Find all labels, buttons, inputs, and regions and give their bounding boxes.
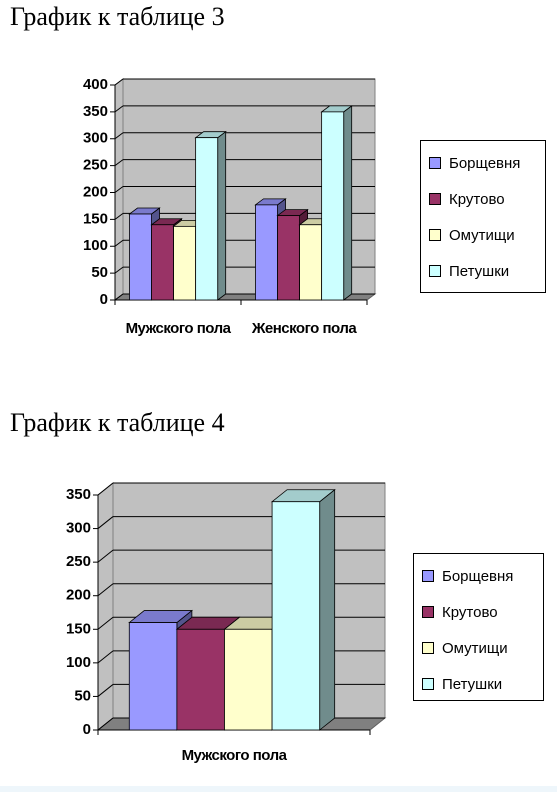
- y-tick-label: 50: [91, 264, 108, 281]
- grid-line: [114, 78, 124, 86]
- legend-label: Омутищи: [442, 639, 508, 657]
- grid-line: [114, 186, 124, 193]
- y-tick-label: 350: [66, 486, 91, 503]
- legend-entry: Омутищи: [422, 630, 535, 666]
- y-tick-label: 0: [83, 721, 91, 738]
- legend-swatch: [429, 193, 441, 205]
- grid-line: [114, 159, 124, 167]
- y-tick-label: 50: [74, 687, 91, 704]
- legend-swatch: [422, 606, 434, 618]
- legend-label: Омутищи: [449, 226, 515, 244]
- legend-swatch: [429, 157, 441, 169]
- legend-swatch: [429, 229, 441, 241]
- x-tick-label: Женского пола: [251, 320, 357, 337]
- side-wall: [97, 481, 114, 732]
- y-tick-label: 250: [66, 553, 91, 570]
- chart-title: График к таблице 3: [10, 2, 225, 31]
- legend-entry: Петушки: [422, 666, 535, 702]
- legend-label: Борщевня: [442, 567, 514, 585]
- x-tick-label: Мужского пола: [125, 320, 231, 337]
- y-tick-label: 350: [83, 103, 108, 120]
- bar: [195, 137, 219, 301]
- y-tick-label: 200: [66, 587, 91, 604]
- grid-line: [97, 717, 114, 731]
- bottom-strip: [0, 786, 557, 792]
- chart-title: График к таблице 4: [10, 408, 225, 437]
- grid-line: [114, 132, 124, 140]
- legend-swatch: [429, 265, 441, 277]
- legend-label: Крутово: [449, 190, 505, 208]
- grid-line: [97, 516, 114, 529]
- grid-line: [97, 583, 114, 597]
- legend-label: Петушки: [449, 262, 510, 280]
- grid-line: [114, 212, 124, 220]
- legend: Борщевня Крутово Омутищи Петушки: [420, 140, 546, 293]
- y-tick-label: 200: [83, 183, 108, 200]
- bar: [176, 628, 225, 731]
- legend-label: Крутово: [442, 603, 498, 621]
- grid-line: [97, 482, 114, 496]
- legend-label: Борщевня: [449, 154, 521, 172]
- grid-line: [97, 549, 114, 563]
- y-tick-label: 100: [83, 237, 108, 254]
- y-tick-label: 300: [66, 520, 91, 537]
- legend-swatch: [422, 570, 434, 582]
- grid-line: [97, 684, 114, 697]
- y-tick-label: 400: [83, 76, 108, 93]
- x-tick-label: Мужского пола: [181, 747, 287, 764]
- legend-entry: Петушки: [429, 253, 537, 289]
- bar: [128, 622, 178, 731]
- grid-line: [114, 239, 124, 247]
- legend-entry: Крутово: [422, 594, 535, 630]
- grid-line: [97, 650, 114, 664]
- y-tick-label: 300: [83, 130, 108, 147]
- grid-line: [114, 293, 124, 301]
- legend-entry: Омутищи: [429, 217, 537, 253]
- legend-entry: Борщевня: [429, 145, 537, 181]
- y-tick-label: 150: [83, 210, 108, 227]
- y-tick-label: 0: [100, 291, 108, 308]
- bar: [321, 111, 345, 301]
- grid-line: [114, 105, 124, 113]
- legend: Борщевня Крутово Омутищи Петушки: [413, 553, 544, 701]
- legend-label: Петушки: [442, 675, 503, 693]
- legend-entry: Крутово: [429, 181, 537, 217]
- bar: [224, 628, 273, 731]
- y-tick-label: 100: [66, 654, 91, 671]
- grid-line: [114, 266, 124, 274]
- bar: [271, 501, 321, 731]
- legend-entry: Борщевня: [422, 558, 535, 594]
- grid-line: [97, 616, 114, 630]
- legend-swatch: [422, 678, 434, 690]
- bar-side: [319, 488, 336, 731]
- legend-swatch: [422, 642, 434, 654]
- y-tick-label: 150: [66, 620, 91, 637]
- y-tick-label: 250: [83, 157, 108, 174]
